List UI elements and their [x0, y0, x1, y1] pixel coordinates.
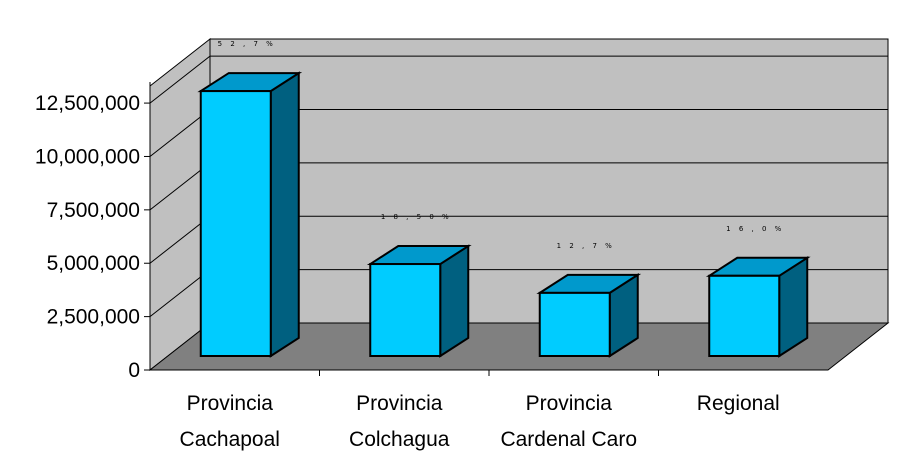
data-label: 1 2 , 7 % [557, 242, 615, 250]
data-label: 1 8 , 5 0 % [381, 213, 452, 221]
gridline [149, 55, 888, 104]
data-label: 1 6 , 0 % [726, 225, 784, 233]
bar-front [538, 291, 611, 358]
category-labels: Provincia Cachapoal Provincia Colchagua Prov… [180, 392, 780, 451]
bar-side [439, 244, 470, 358]
category-label: Provincia [187, 392, 274, 415]
category-label: Regional [697, 392, 780, 415]
y-tick-label: 2,500,000 [47, 306, 140, 329]
bars [197, 71, 811, 358]
data-label: 5 2 , 7 % [218, 40, 276, 48]
category-label: Provincia [356, 392, 443, 415]
bar [536, 273, 642, 358]
bar-front [199, 90, 272, 358]
category-label: Provincia [526, 392, 613, 415]
bar [366, 244, 472, 358]
bar [197, 71, 303, 358]
category-label: Cachapoal [180, 428, 280, 451]
data-labels: 5 2 , 7 % 1 8 , 5 0 % 1 2 , 7 % 1 6 , 0 % [218, 40, 784, 250]
y-tick-label: 7,500,000 [47, 199, 140, 222]
y-tick-label: 12,500,000 [35, 92, 140, 115]
y-tick-label: 5,000,000 [47, 252, 140, 275]
category-label: Cardenal Caro [500, 428, 637, 451]
category-label: Colchagua [349, 428, 450, 451]
bar-front [369, 263, 442, 357]
value-axis: 0 2,500,000 5,000,000 7,500,000 10,000,000 12… [35, 82, 828, 382]
bar-front [708, 274, 781, 357]
bar-side [269, 71, 300, 358]
bar [705, 255, 811, 358]
y-tick-label: 10,000,000 [35, 145, 140, 168]
y-tick-label: 0 [128, 359, 140, 382]
